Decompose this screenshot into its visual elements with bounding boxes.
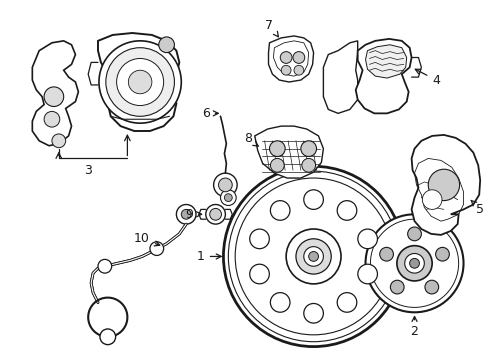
Circle shape bbox=[116, 58, 163, 105]
Circle shape bbox=[435, 247, 448, 261]
Circle shape bbox=[99, 41, 181, 123]
Polygon shape bbox=[355, 39, 411, 113]
Circle shape bbox=[337, 201, 356, 220]
Polygon shape bbox=[323, 41, 357, 113]
Text: 10: 10 bbox=[134, 232, 160, 246]
Circle shape bbox=[424, 280, 438, 294]
Circle shape bbox=[228, 171, 398, 342]
Circle shape bbox=[357, 264, 377, 284]
Circle shape bbox=[337, 293, 356, 312]
Circle shape bbox=[150, 242, 163, 256]
Text: 5: 5 bbox=[470, 201, 483, 216]
Circle shape bbox=[303, 247, 323, 266]
Circle shape bbox=[224, 194, 232, 202]
Circle shape bbox=[44, 87, 63, 107]
Circle shape bbox=[293, 66, 303, 75]
Polygon shape bbox=[268, 36, 313, 82]
Circle shape bbox=[357, 229, 377, 249]
Circle shape bbox=[249, 264, 269, 284]
Circle shape bbox=[280, 51, 291, 63]
Circle shape bbox=[422, 190, 441, 210]
Circle shape bbox=[270, 158, 284, 172]
Circle shape bbox=[98, 259, 111, 273]
Circle shape bbox=[220, 190, 236, 206]
Circle shape bbox=[100, 329, 115, 345]
Text: 9: 9 bbox=[185, 208, 201, 221]
Circle shape bbox=[404, 253, 424, 273]
Circle shape bbox=[300, 141, 316, 157]
Circle shape bbox=[427, 169, 459, 201]
Circle shape bbox=[209, 208, 221, 220]
Circle shape bbox=[379, 247, 393, 261]
Circle shape bbox=[44, 111, 60, 127]
Circle shape bbox=[270, 293, 289, 312]
Circle shape bbox=[281, 66, 290, 75]
Circle shape bbox=[303, 190, 323, 210]
Text: 1: 1 bbox=[197, 250, 221, 263]
Circle shape bbox=[308, 252, 318, 261]
Circle shape bbox=[128, 70, 152, 94]
Circle shape bbox=[409, 258, 419, 268]
Circle shape bbox=[303, 303, 323, 323]
Polygon shape bbox=[254, 126, 323, 178]
Circle shape bbox=[213, 173, 237, 197]
Polygon shape bbox=[32, 41, 78, 146]
Circle shape bbox=[176, 204, 196, 224]
Circle shape bbox=[205, 204, 225, 224]
Circle shape bbox=[223, 166, 403, 347]
Circle shape bbox=[270, 201, 289, 220]
Circle shape bbox=[292, 51, 304, 63]
Circle shape bbox=[105, 48, 174, 116]
Circle shape bbox=[285, 229, 340, 284]
Text: 4: 4 bbox=[414, 69, 439, 86]
Circle shape bbox=[235, 178, 391, 335]
Text: 7: 7 bbox=[265, 19, 278, 37]
Circle shape bbox=[52, 134, 65, 148]
Polygon shape bbox=[365, 45, 406, 78]
Circle shape bbox=[389, 280, 403, 294]
Circle shape bbox=[218, 178, 232, 192]
Polygon shape bbox=[411, 135, 479, 235]
Circle shape bbox=[295, 239, 330, 274]
Text: 8: 8 bbox=[244, 132, 258, 146]
Polygon shape bbox=[98, 33, 179, 131]
Circle shape bbox=[407, 227, 421, 241]
Circle shape bbox=[301, 158, 315, 172]
Circle shape bbox=[396, 246, 431, 281]
Circle shape bbox=[249, 229, 269, 249]
Circle shape bbox=[365, 214, 463, 312]
Circle shape bbox=[269, 141, 285, 157]
Circle shape bbox=[181, 210, 191, 219]
Circle shape bbox=[370, 219, 458, 307]
Text: 3: 3 bbox=[84, 164, 92, 177]
Text: 2: 2 bbox=[410, 316, 418, 338]
Text: 6: 6 bbox=[202, 107, 218, 120]
Circle shape bbox=[159, 37, 174, 53]
